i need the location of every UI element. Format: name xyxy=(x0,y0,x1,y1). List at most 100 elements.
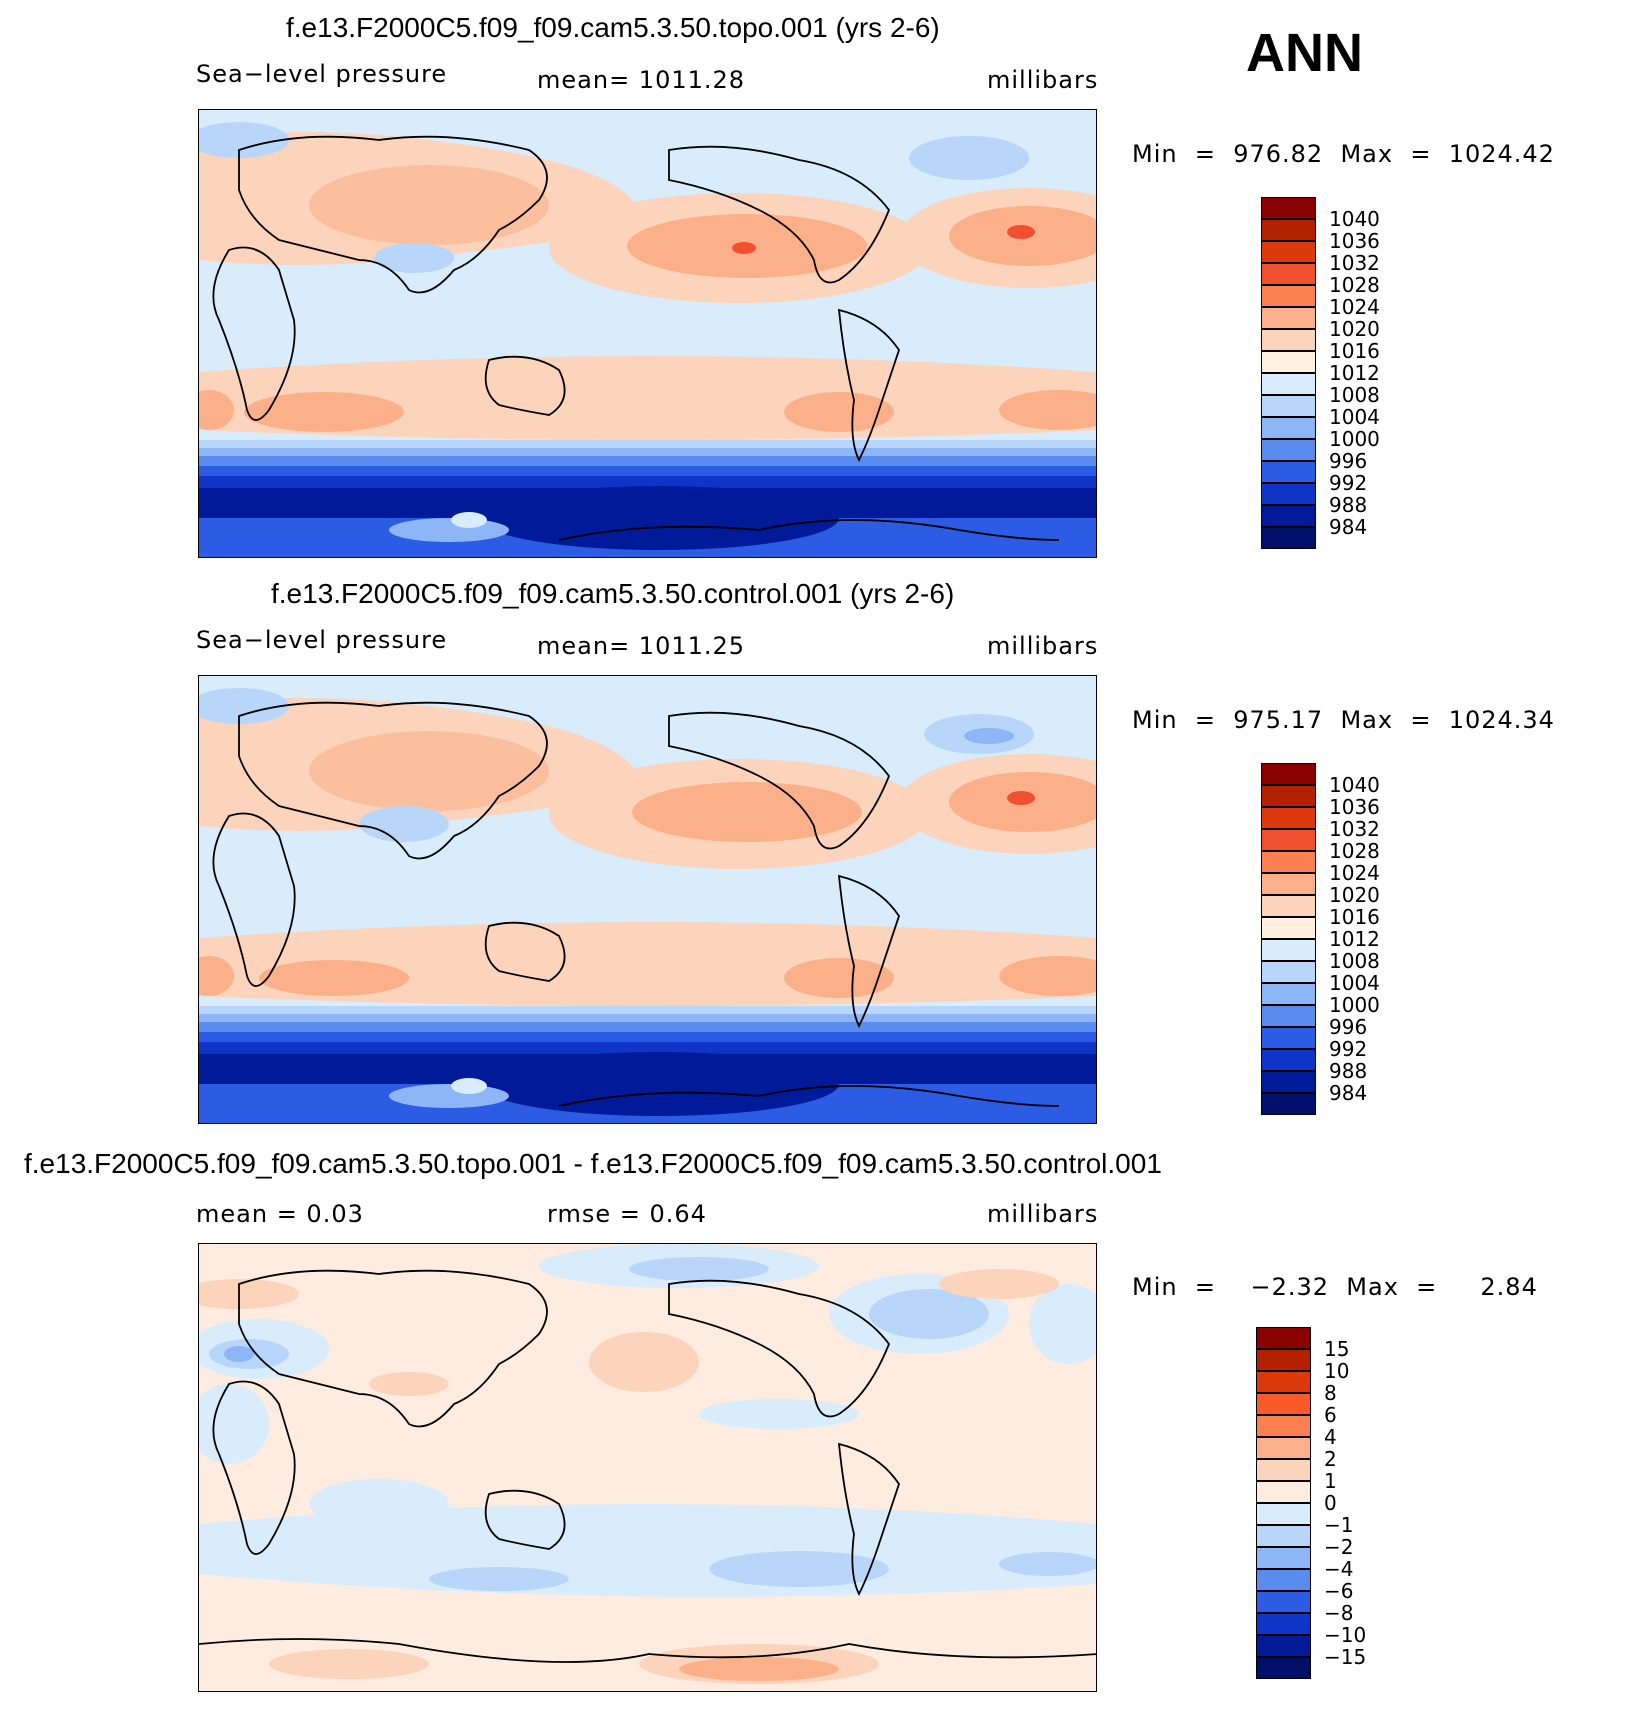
colorbar-label: −6 xyxy=(1324,1579,1354,1603)
colorbar-label: 1000 xyxy=(1329,427,1380,451)
colorbar-swatch xyxy=(1256,1459,1311,1481)
colorbar-swatch xyxy=(1261,851,1316,873)
colorbar-label: 1028 xyxy=(1329,839,1380,863)
colorbar-label: 988 xyxy=(1329,493,1368,517)
colorbar-swatch xyxy=(1256,1415,1311,1437)
colorbar-swatch xyxy=(1261,829,1316,851)
colorbar-swatch xyxy=(1261,351,1316,373)
colorbar-label: 1028 xyxy=(1329,273,1380,297)
panel-1-map-svg xyxy=(199,110,1096,557)
panel-2-map xyxy=(198,675,1097,1124)
colorbar-swatch xyxy=(1256,1393,1311,1415)
colorbar-label: −10 xyxy=(1324,1623,1367,1647)
colorbar-label: 1020 xyxy=(1329,883,1380,907)
colorbar-swatch xyxy=(1256,1503,1311,1525)
colorbar-swatch xyxy=(1256,1613,1311,1635)
colorbar-label: 8 xyxy=(1324,1381,1337,1405)
colorbar-label: 992 xyxy=(1329,1037,1368,1061)
panel-1-mean: mean= 1011.28 xyxy=(537,66,746,94)
colorbar-label: 1012 xyxy=(1329,361,1380,385)
panel-2-units: millibars xyxy=(987,632,1099,660)
colorbar-label: 1032 xyxy=(1329,817,1380,841)
panel-1-title: f.e13.F2000C5.f09_f09.cam5.3.50.topo.001… xyxy=(286,12,940,43)
colorbar-label: 1016 xyxy=(1329,905,1380,929)
colorbar-swatch xyxy=(1256,1327,1311,1349)
colorbar-swatch xyxy=(1256,1525,1311,1547)
colorbar-swatch xyxy=(1256,1569,1311,1591)
colorbar-swatch xyxy=(1261,1005,1316,1027)
colorbar-swatch xyxy=(1261,263,1316,285)
colorbar-swatch xyxy=(1261,219,1316,241)
panel-2-variable: Sea−level pressure xyxy=(196,626,448,654)
colorbar-swatch xyxy=(1261,197,1316,219)
colorbar-label: 1004 xyxy=(1329,971,1380,995)
colorbar-label: −15 xyxy=(1324,1645,1367,1669)
colorbar-label: 1032 xyxy=(1329,251,1380,275)
panel-1-variable: Sea−level pressure xyxy=(196,60,448,88)
colorbar-label: 1024 xyxy=(1329,295,1380,319)
panel-2-title: f.e13.F2000C5.f09_f09.cam5.3.50.control.… xyxy=(271,578,955,609)
panel-3-rmse: rmse = 0.64 xyxy=(547,1200,707,1228)
colorbar-swatch xyxy=(1256,1349,1311,1371)
colorbar-label: 1008 xyxy=(1329,949,1380,973)
colorbar-label: 1004 xyxy=(1329,405,1380,429)
colorbar-swatch xyxy=(1256,1481,1311,1503)
colorbar-swatch xyxy=(1261,1093,1316,1115)
colorbar-swatch xyxy=(1261,873,1316,895)
colorbar-label: 15 xyxy=(1324,1337,1350,1361)
colorbar-swatch xyxy=(1261,785,1316,807)
colorbar-label: 996 xyxy=(1329,1015,1368,1039)
colorbar-label: −4 xyxy=(1324,1557,1354,1581)
colorbar-swatch xyxy=(1261,1049,1316,1071)
colorbar-label: 992 xyxy=(1329,471,1368,495)
panel-2-minmax: Min = 975.17 Max = 1024.34 xyxy=(1132,706,1555,734)
colorbar-label: 1040 xyxy=(1329,207,1380,231)
panel-3-minmax: Min = −2.32 Max = 2.84 xyxy=(1132,1273,1538,1301)
colorbar-label: −1 xyxy=(1324,1513,1354,1537)
colorbar-swatch xyxy=(1261,329,1316,351)
panel-3-map xyxy=(198,1243,1097,1692)
colorbar-swatch xyxy=(1256,1635,1311,1657)
season-label: ANN xyxy=(1246,23,1363,83)
colorbar-swatch xyxy=(1261,373,1316,395)
colorbar-swatch xyxy=(1261,895,1316,917)
colorbar-swatch xyxy=(1261,917,1316,939)
colorbar-swatch xyxy=(1261,439,1316,461)
colorbar-label: 1016 xyxy=(1329,339,1380,363)
colorbar-swatch xyxy=(1261,939,1316,961)
colorbar-swatch xyxy=(1261,983,1316,1005)
panel-2-mean: mean= 1011.25 xyxy=(537,632,746,660)
colorbar-swatch xyxy=(1261,395,1316,417)
colorbar-label: 1000 xyxy=(1329,993,1380,1017)
colorbar-label: 0 xyxy=(1324,1491,1337,1515)
colorbar-swatch xyxy=(1256,1591,1311,1613)
colorbar-label: 1024 xyxy=(1329,861,1380,885)
colorbar-swatch xyxy=(1256,1371,1311,1393)
colorbar-label: 4 xyxy=(1324,1425,1337,1449)
colorbar-label: 984 xyxy=(1329,515,1368,539)
colorbar-swatch xyxy=(1261,417,1316,439)
panel-1-map xyxy=(198,109,1097,558)
colorbar-label: 1008 xyxy=(1329,383,1380,407)
colorbar-swatch xyxy=(1261,285,1316,307)
colorbar-label: 1040 xyxy=(1329,773,1380,797)
colorbar-swatch xyxy=(1261,807,1316,829)
panel-1-units: millibars xyxy=(987,66,1099,94)
colorbar-swatch xyxy=(1261,483,1316,505)
colorbar-swatch xyxy=(1261,763,1316,785)
panel-2-map-svg xyxy=(199,676,1096,1123)
colorbar-swatch xyxy=(1261,505,1316,527)
colorbar-label: 1 xyxy=(1324,1469,1337,1493)
colorbar-swatch xyxy=(1261,1027,1316,1049)
panel-3-units: millibars xyxy=(987,1200,1099,1228)
colorbar-label: 996 xyxy=(1329,449,1368,473)
colorbar-swatch xyxy=(1256,1657,1311,1679)
colorbar-label: 10 xyxy=(1324,1359,1350,1383)
panel-1-minmax: Min = 976.82 Max = 1024.42 xyxy=(1132,140,1555,168)
colorbar-label: 988 xyxy=(1329,1059,1368,1083)
colorbar-label: 2 xyxy=(1324,1447,1337,1471)
panel-3-title: f.e13.F2000C5.f09_f09.cam5.3.50.topo.001… xyxy=(24,1148,1162,1179)
colorbar-swatch xyxy=(1261,1071,1316,1093)
colorbar-swatch xyxy=(1261,241,1316,263)
colorbar-swatch xyxy=(1261,307,1316,329)
